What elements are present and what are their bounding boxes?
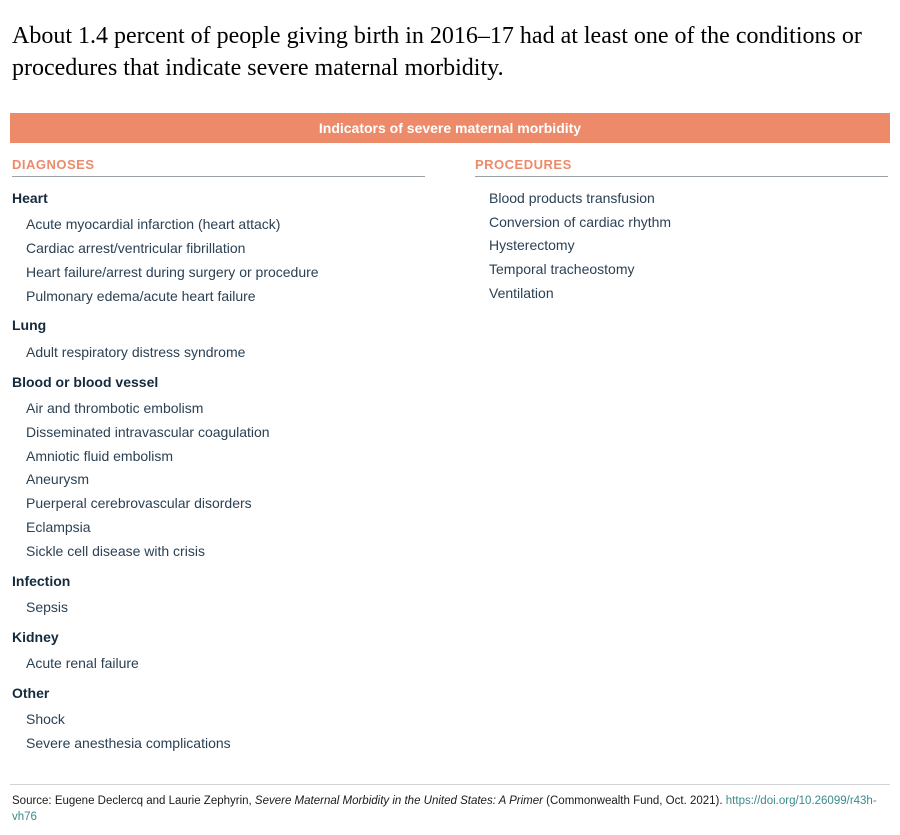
- footer-rule: [10, 784, 890, 785]
- diagnoses-item: Acute renal failure: [12, 652, 425, 676]
- procedures-column: PROCEDURES Blood products transfusionCon…: [475, 157, 888, 756]
- source-prefix: Source: Eugene Declercq and Laurie Zephy…: [12, 795, 255, 807]
- diagnoses-item: Amniotic fluid embolism: [12, 445, 425, 469]
- procedures-item: Ventilation: [475, 282, 888, 306]
- diagnoses-item: Adult respiratory distress syndrome: [12, 341, 425, 365]
- source-suffix: (Commonwealth Fund, Oct. 2021).: [543, 795, 726, 807]
- columns-wrap: DIAGNOSES Heart Acute myocardial infarcti…: [10, 157, 890, 756]
- source-line: Source: Eugene Declercq and Laurie Zephy…: [10, 793, 890, 825]
- diagnoses-group-title: Infection: [12, 570, 425, 592]
- diagnoses-item: Air and thrombotic embolism: [12, 397, 425, 421]
- diagnoses-item: Sepsis: [12, 596, 425, 620]
- diagnoses-item: Disseminated intravascular coagulation: [12, 421, 425, 445]
- diagnoses-item: Heart failure/arrest during surgery or p…: [12, 261, 425, 285]
- diagnoses-group-title: Lung: [12, 314, 425, 336]
- diagnoses-group-title: Heart: [12, 187, 425, 209]
- procedures-item: Conversion of cardiac rhythm: [475, 211, 888, 235]
- procedures-item: Temporal tracheostomy: [475, 258, 888, 282]
- diagnoses-item: Pulmonary edema/acute heart failure: [12, 285, 425, 309]
- diagnoses-group-title: Kidney: [12, 626, 425, 648]
- diagnoses-header: DIAGNOSES: [12, 157, 425, 177]
- diagnoses-item: Shock: [12, 708, 425, 732]
- diagnoses-item: Aneurysm: [12, 468, 425, 492]
- diagnoses-column: DIAGNOSES Heart Acute myocardial infarcti…: [12, 157, 425, 756]
- procedures-item: Hysterectomy: [475, 234, 888, 258]
- diagnoses-item: Acute myocardial infarction (heart attac…: [12, 213, 425, 237]
- banner-title: Indicators of severe maternal morbidity: [10, 113, 890, 143]
- source-title: Severe Maternal Morbidity in the United …: [255, 795, 543, 807]
- diagnoses-item: Sickle cell disease with crisis: [12, 540, 425, 564]
- procedures-header: PROCEDURES: [475, 157, 888, 177]
- diagnoses-item: Eclampsia: [12, 516, 425, 540]
- diagnoses-item: Puerperal cerebrovascular disorders: [12, 492, 425, 516]
- diagnoses-item: Severe anesthesia complications: [12, 732, 425, 756]
- procedures-item: Blood products transfusion: [475, 187, 888, 211]
- diagnoses-group-title: Blood or blood vessel: [12, 371, 425, 393]
- headline: About 1.4 percent of people giving birth…: [10, 20, 890, 85]
- diagnoses-group-title: Other: [12, 682, 425, 704]
- diagnoses-item: Cardiac arrest/ventricular fibrillation: [12, 237, 425, 261]
